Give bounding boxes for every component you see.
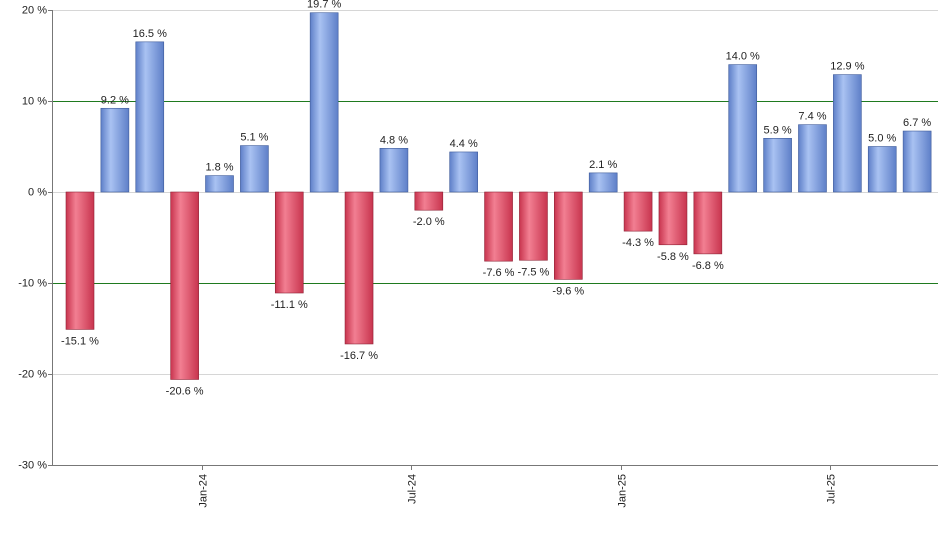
data-label: -16.7 % <box>340 350 378 362</box>
data-label: -6.8 % <box>692 260 724 272</box>
data-labels: -15.1 % 9.2 % 16.5 % -20.6 % 1.8 % 5.1 % -11.1… <box>61 0 931 397</box>
bar <box>344 191 374 345</box>
bar <box>414 191 444 211</box>
data-label: -7.5 % <box>518 266 550 278</box>
y-tick-label: -10 % <box>18 278 47 290</box>
bar <box>240 145 269 193</box>
data-label: -5.8 % <box>657 251 689 263</box>
data-label: -20.6 % <box>166 385 204 397</box>
data-label: 12.9 % <box>830 61 864 73</box>
bars <box>65 12 932 380</box>
data-label: 5.1 % <box>240 132 268 144</box>
data-label: 6.7 % <box>903 117 931 129</box>
bar <box>135 41 165 193</box>
bar <box>693 191 723 255</box>
data-label: 7.4 % <box>798 111 826 123</box>
bar <box>100 107 130 193</box>
data-label: -9.6 % <box>552 285 584 297</box>
y-tick-label: 20 % <box>22 5 47 17</box>
data-label: 4.4 % <box>450 138 478 150</box>
bar <box>623 191 653 232</box>
data-label: 9.2 % <box>101 94 129 106</box>
bar <box>519 191 548 261</box>
bar <box>658 191 688 246</box>
data-label: 2.1 % <box>589 159 617 171</box>
bar <box>484 191 513 262</box>
bar <box>309 12 339 193</box>
y-tick-label: 10 % <box>22 96 47 108</box>
bar <box>379 148 409 193</box>
x-tick-label: Jul-24 <box>407 474 419 504</box>
y-tick-label: -20 % <box>18 369 47 381</box>
x-tick-label: Jan-24 <box>198 474 210 508</box>
bar <box>170 191 199 380</box>
axes: 20 % 10 % 0 % -10 % -20 % -30 % Jan-24 Jul-24 Ja… <box>18 5 938 508</box>
bar <box>902 130 932 193</box>
data-label: 5.0 % <box>868 133 896 145</box>
data-label: 19.7 % <box>307 0 341 11</box>
bar <box>728 64 758 193</box>
bar <box>274 191 304 294</box>
y-tick-label: 0 % <box>28 187 47 199</box>
bar <box>449 151 478 193</box>
data-label: -2.0 % <box>413 216 445 228</box>
y-tick-label: -30 % <box>18 460 47 472</box>
data-label: 16.5 % <box>133 28 167 40</box>
bar <box>763 138 792 193</box>
data-label: -4.3 % <box>622 237 654 249</box>
bar <box>867 146 897 193</box>
bar <box>65 191 95 330</box>
data-label: 14.0 % <box>726 51 760 63</box>
x-tick-label: Jul-25 <box>826 474 838 504</box>
data-label: -15.1 % <box>61 335 99 347</box>
x-tick-label: Jan-25 <box>617 474 629 508</box>
bar <box>554 191 583 280</box>
bar <box>588 172 618 193</box>
bar <box>798 124 827 193</box>
data-label: -11.1 % <box>271 299 308 311</box>
data-label: 1.8 % <box>205 162 233 174</box>
bar <box>205 175 234 193</box>
data-label: 4.8 % <box>380 134 408 146</box>
bar <box>833 74 862 193</box>
data-label: 5.9 % <box>764 124 792 136</box>
data-label: -7.6 % <box>483 267 515 279</box>
